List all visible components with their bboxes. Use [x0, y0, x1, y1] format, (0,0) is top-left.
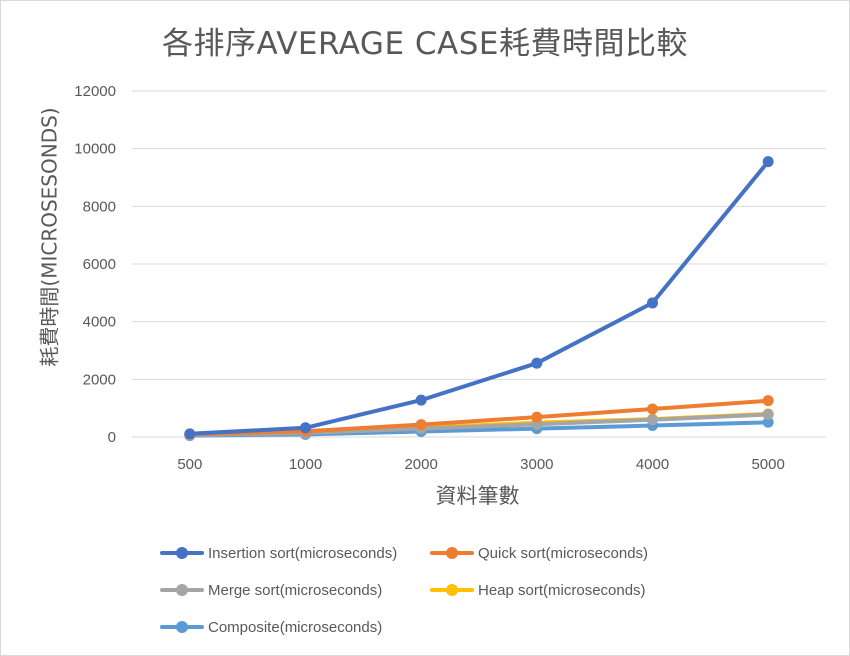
- y-tick-label: 10000: [74, 141, 116, 158]
- data-point: [762, 395, 774, 407]
- data-point: [762, 409, 774, 421]
- y-axis-title: 耗費時間(MICROSESONDS): [37, 107, 62, 367]
- legend: Insertion sort(microseconds) Quick sort(m…: [160, 543, 720, 643]
- legend-item: Heap sort(microseconds): [430, 580, 646, 600]
- data-point: [762, 416, 774, 428]
- y-tick-label: 2000: [83, 371, 116, 388]
- series-line: [187, 159, 771, 436]
- legend-item: Composite(microseconds): [160, 617, 382, 637]
- y-tick-label: 4000: [83, 314, 116, 331]
- data-point: [531, 357, 543, 369]
- data-point: [647, 297, 658, 309]
- data-point: [762, 156, 774, 168]
- legend-swatch: [430, 580, 474, 600]
- data-point: [647, 414, 658, 426]
- legend-item: Merge sort(microseconds): [160, 580, 382, 600]
- legend-swatch: [160, 580, 204, 600]
- x-tick-label: 1000: [289, 456, 322, 473]
- data-point: [531, 411, 543, 423]
- data-point: [415, 394, 427, 406]
- legend-label: Insertion sort(microseconds): [208, 544, 398, 562]
- data-point: [647, 403, 658, 415]
- x-tick-label: 500: [177, 456, 202, 473]
- y-tick-label: 8000: [83, 198, 116, 215]
- x-axis-title: 資料筆數: [435, 484, 520, 508]
- x-tick-label: 4000: [636, 456, 669, 473]
- series-line: [187, 398, 771, 437]
- y-tick-label: 12000: [74, 83, 116, 100]
- x-tick-label: 2000: [404, 456, 437, 473]
- legend-label: Merge sort(microseconds): [208, 581, 383, 599]
- x-tick-label: 5000: [751, 456, 784, 473]
- chart-title: 各排序AVERAGE CASE耗費時間比較: [161, 26, 689, 62]
- y-tick-label: 6000: [83, 256, 116, 273]
- series-0: [184, 156, 774, 440]
- legend-item: Insertion sort(microseconds): [160, 543, 397, 563]
- data-point: [415, 419, 427, 431]
- data-point: [300, 422, 311, 434]
- y-tick-label: 0: [108, 429, 116, 446]
- legend-item: Quick sort(microseconds): [430, 543, 648, 563]
- legend-label: Heap sort(microseconds): [478, 581, 646, 599]
- legend-swatch: [160, 543, 204, 563]
- legend-label: Composite(microseconds): [208, 618, 383, 636]
- legend-swatch: [430, 543, 474, 563]
- legend-swatch: [160, 617, 204, 637]
- legend-label: Quick sort(microseconds): [478, 544, 649, 562]
- data-point: [184, 428, 196, 440]
- x-tick-label: 3000: [520, 456, 553, 473]
